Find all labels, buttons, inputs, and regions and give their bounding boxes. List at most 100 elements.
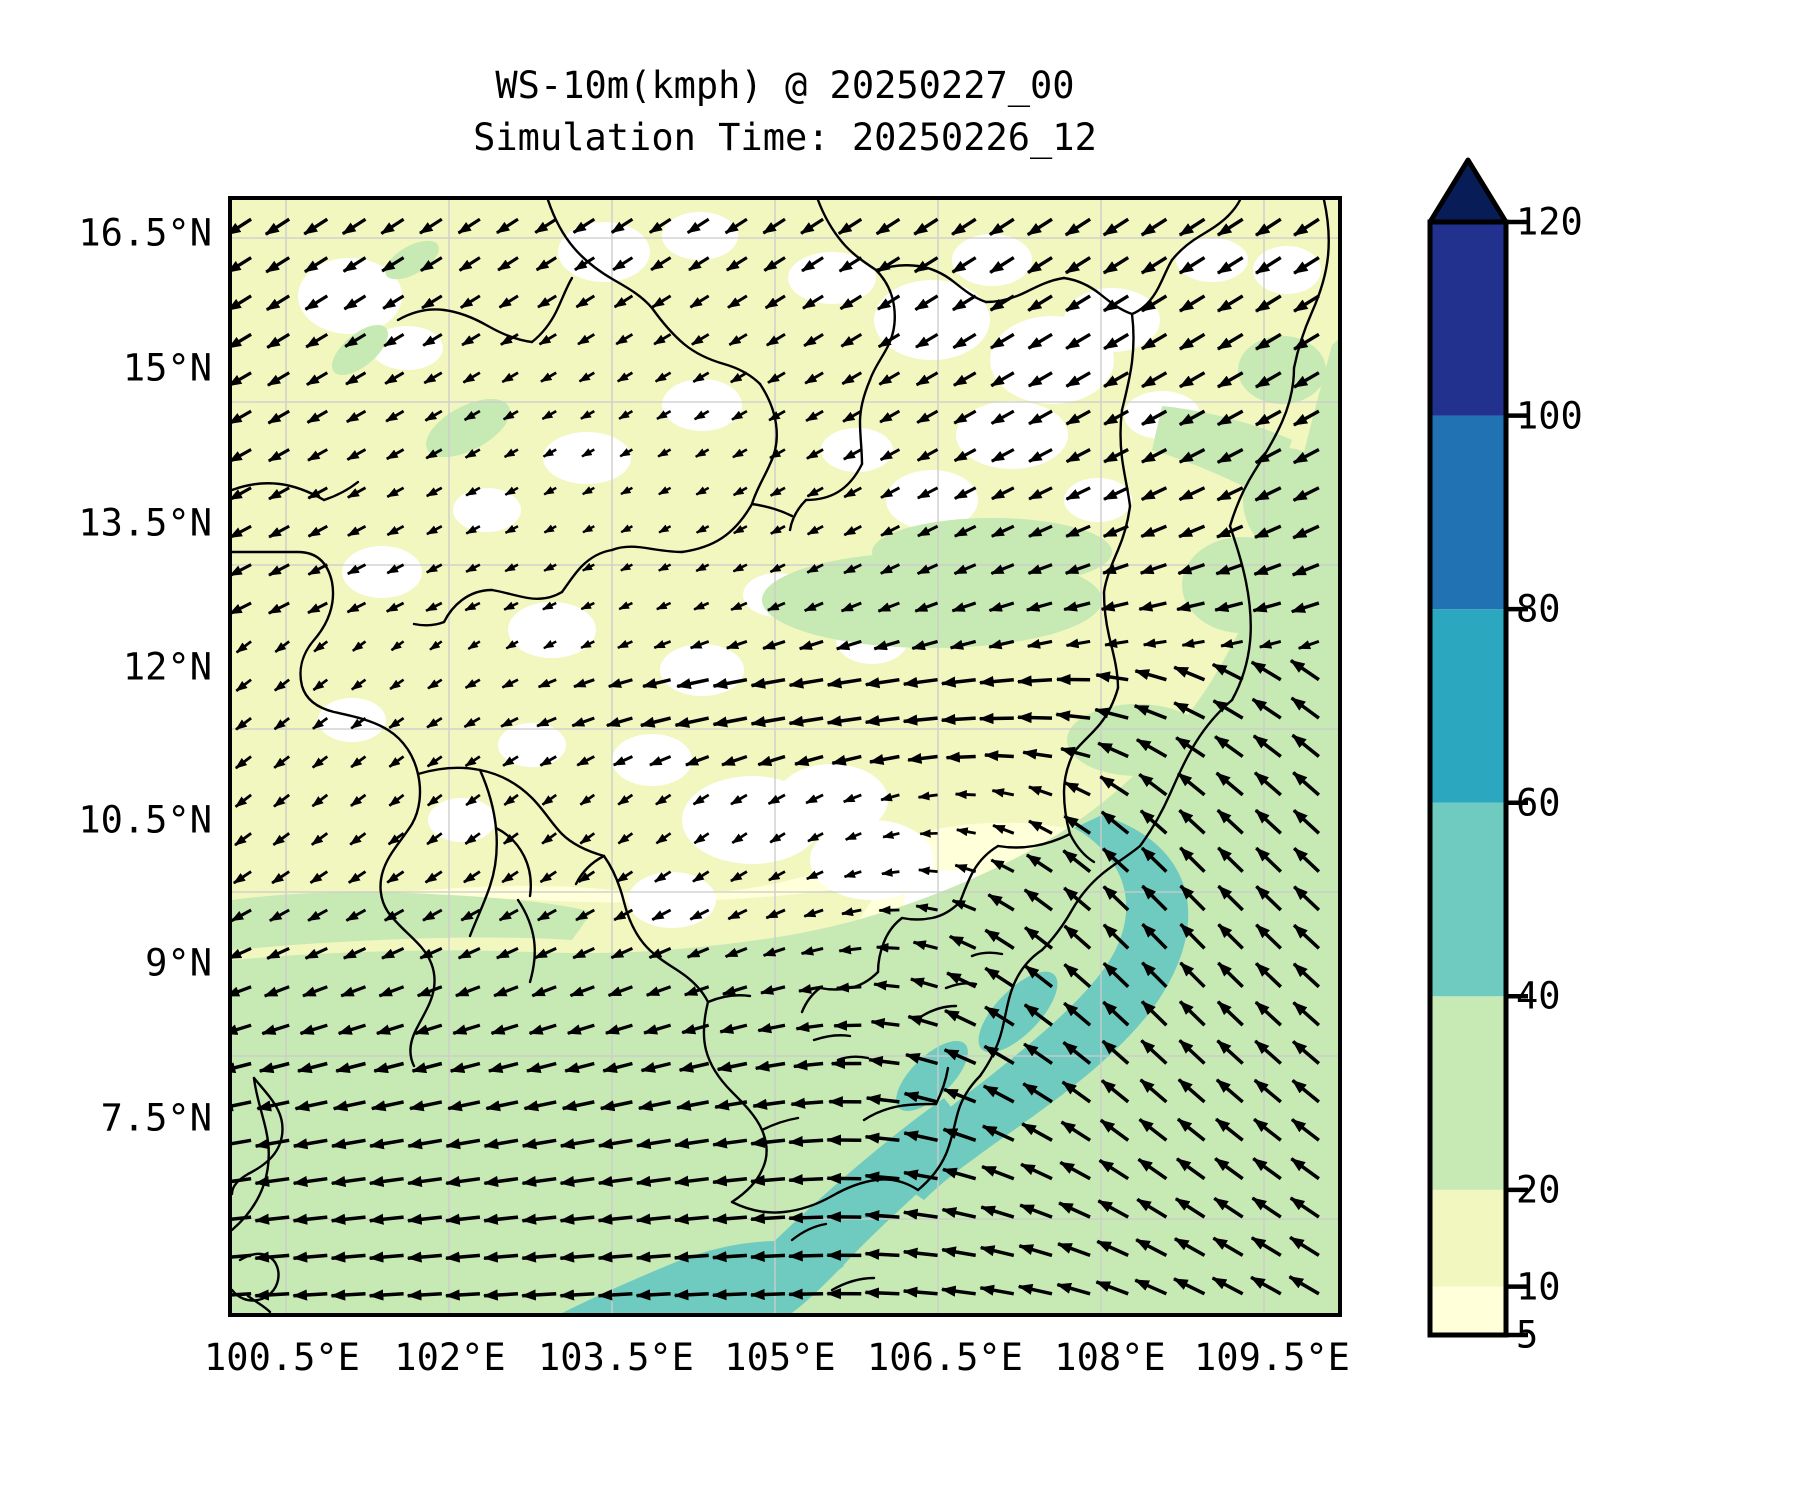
wind-vector-arrow: [1174, 1197, 1206, 1219]
wind-vector-arrow: [730, 601, 748, 612]
wind-vector-arrow: [837, 217, 863, 235]
wind-vector-arrow: [913, 217, 939, 236]
wind-vector-arrow: [1016, 675, 1053, 687]
wind-vector-arrow: [788, 1174, 824, 1186]
colorbar-segment-60-80: [1430, 609, 1506, 803]
wind-vector-arrow: [1255, 217, 1282, 237]
wind-vector-arrow: [582, 486, 595, 496]
wind-vector-arrow: [645, 985, 672, 997]
wind-vector-arrow: [955, 827, 976, 837]
wind-vector-arrow: [689, 640, 710, 650]
wind-vector-arrow: [635, 1251, 671, 1263]
wind-vector-arrow: [307, 563, 328, 576]
wind-vector-arrow: [806, 448, 824, 460]
wind-vector-arrow: [941, 1246, 976, 1258]
wind-vector-arrow: [347, 486, 367, 499]
wind-vector-arrow: [263, 985, 290, 998]
wind-vector-arrow: [1293, 256, 1320, 275]
wind-vector-arrow: [1289, 1196, 1320, 1219]
wind-vector-arrow: [1173, 665, 1206, 682]
wind-vector-arrow: [643, 1023, 672, 1035]
wind-vector-arrow: [841, 907, 862, 917]
calm-patches: [298, 212, 1321, 930]
wind-vector-arrow: [1065, 486, 1091, 501]
wind-vector-arrow: [383, 908, 405, 922]
wind-vector-arrow: [580, 639, 595, 650]
wind-vector-arrow: [768, 870, 786, 882]
wind-vector-arrow: [1096, 1239, 1129, 1257]
wind-vector-arrow: [943, 1048, 977, 1066]
wind-vector-arrow: [304, 256, 329, 274]
wind-vector-arrow: [235, 716, 252, 731]
wind-vector-arrow: [344, 332, 367, 348]
wind-vector-arrow: [617, 371, 634, 383]
wind-vector-arrow: [1173, 1237, 1206, 1257]
wind-vector-arrow: [521, 1175, 557, 1188]
wind-vector-arrow: [615, 333, 634, 346]
wind-vector-arrow: [424, 870, 443, 884]
wind-vector-arrow: [375, 1023, 405, 1036]
figure-title: WS-10m(kmph) @ 20250227_00 Simulation Ti…: [228, 60, 1342, 164]
wind-vector-arrow: [880, 486, 901, 499]
wind-vector-arrow: [952, 332, 977, 350]
wind-vector-arrow: [904, 1052, 939, 1066]
wind-vector-arrow: [907, 1014, 939, 1027]
wind-vector-arrow: [1289, 1235, 1320, 1257]
colorbar-tick-label-80: 80: [1516, 587, 1561, 631]
colorbar-tick-label-100: 100: [1516, 394, 1583, 438]
wind-vector-arrow: [683, 985, 710, 997]
wind-vector-arrow: [232, 946, 252, 959]
wind-vector-arrow: [309, 870, 329, 884]
wind-vector-arrow: [495, 947, 519, 960]
wind-vector-arrow: [1103, 371, 1130, 388]
wind-vector-arrow: [1179, 884, 1206, 912]
wind-vector-arrow: [1135, 738, 1168, 759]
wind-vector-arrow: [798, 984, 824, 994]
colorbar-segment-100-120: [1430, 222, 1506, 416]
wind-vector-arrow: [749, 1250, 786, 1263]
wind-vector-arrow: [1141, 371, 1168, 389]
wind-vector-arrow: [612, 755, 634, 767]
wind-vector-arrow: [1254, 1000, 1282, 1027]
wind-vector-arrow: [953, 371, 977, 387]
wind-vector-arrow: [1100, 601, 1129, 612]
wind-vector-arrow: [268, 563, 290, 577]
wind-vector-arrow: [911, 639, 939, 651]
wind-vector-arrow: [368, 1175, 404, 1188]
wind-vector-arrow: [348, 870, 367, 884]
wind-vector-arrow: [1065, 409, 1091, 426]
wind-vector-arrow: [804, 371, 824, 385]
wind-vector-arrow: [373, 1061, 405, 1074]
wind-vector-arrow: [467, 640, 481, 651]
wind-vector-arrow: [312, 678, 329, 692]
wind-vector-arrow: [978, 712, 1014, 725]
wind-vector-arrow: [1065, 448, 1091, 464]
wind-vector-arrow: [1062, 1041, 1092, 1065]
wind-vector-arrow: [1098, 1158, 1130, 1181]
wind-vector-arrow: [691, 333, 710, 346]
wind-vector-arrow: [1216, 1039, 1244, 1065]
wind-vector-arrow: [1028, 409, 1053, 426]
xtick-label-105E: 105°E: [724, 1336, 836, 1379]
wind-vector-arrow: [386, 563, 405, 575]
wind-vector-arrow: [1214, 1157, 1244, 1181]
wind-vector-arrow: [232, 486, 252, 501]
wind-vector-arrow: [637, 1100, 671, 1112]
wind-vector-arrow: [990, 448, 1015, 463]
wind-vector-arrow: [1103, 332, 1130, 351]
wind-vector-arrow: [232, 563, 252, 577]
colorbar-extend-arrow: [1427, 157, 1509, 225]
wind-vector-arrow: [465, 525, 481, 535]
wind-vector-arrow: [521, 1289, 557, 1301]
wind-vector-arrow: [386, 870, 405, 884]
ytick-label-9N: 9°N: [145, 941, 212, 985]
wind-vector-arrow: [503, 601, 519, 611]
wind-vector-arrow: [875, 942, 900, 953]
wind-vector-arrow: [689, 294, 710, 309]
wind-vector-arrow: [981, 1124, 1015, 1142]
wind-vector-arrow: [294, 1100, 328, 1112]
wind-vector-arrow: [346, 448, 367, 461]
xtick-label-108E: 108°E: [1054, 1336, 1166, 1379]
wind-vector-arrow: [728, 333, 748, 347]
